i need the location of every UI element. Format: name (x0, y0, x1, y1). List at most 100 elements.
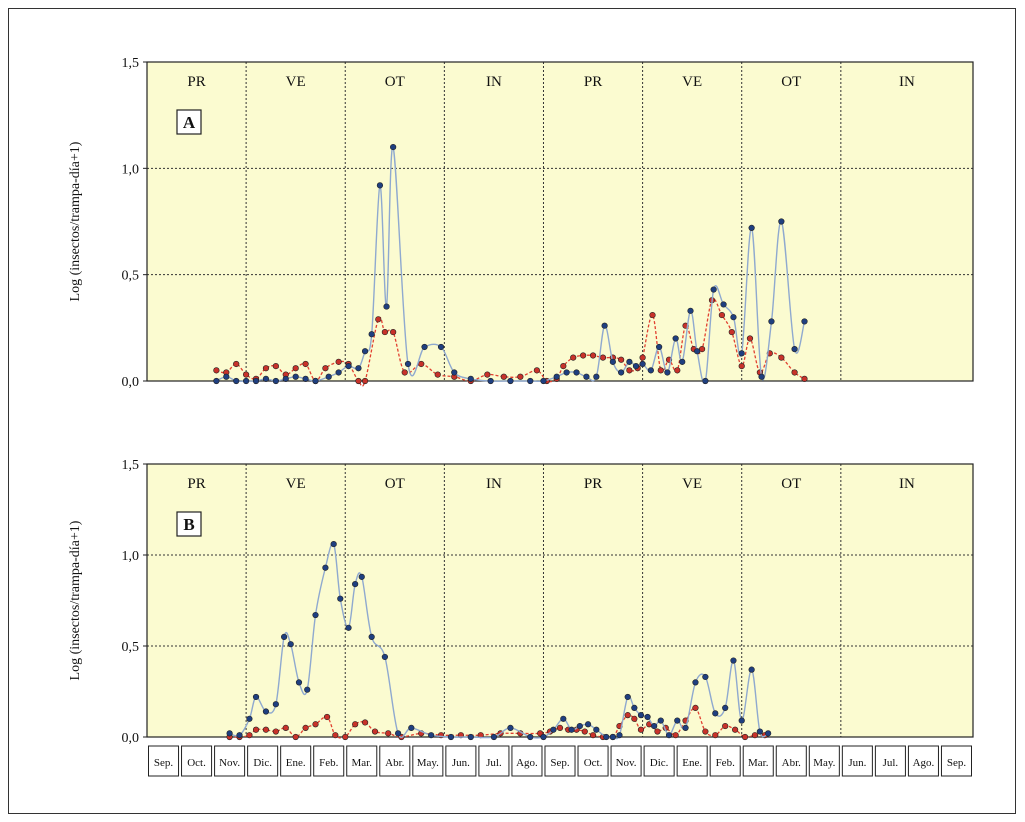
season-label: IN (899, 476, 915, 492)
series-blue-point (487, 377, 494, 385)
series-blue-point (352, 581, 359, 588)
season-label: IN (486, 74, 502, 90)
month-label: Nov. (616, 757, 637, 769)
series-blue-point (246, 715, 253, 722)
month-label: Mar. (748, 757, 769, 769)
series-blue-point (527, 377, 534, 385)
series-red-point (272, 363, 279, 370)
series-blue-point (672, 335, 679, 342)
series-blue-point (665, 732, 673, 739)
month-label: Feb. (716, 757, 736, 769)
month-label: Ene. (286, 757, 306, 769)
y-tick-label: 0,5 (122, 640, 140, 655)
series-blue-point (664, 369, 671, 376)
season-label: VE (682, 476, 702, 492)
series-blue-point (507, 724, 514, 732)
series-blue-point (553, 373, 560, 380)
series-blue-point (674, 717, 681, 724)
series-blue-point (312, 377, 319, 385)
series-blue-point (692, 679, 699, 686)
series-red-point (639, 354, 646, 361)
season-label: VE (682, 74, 702, 90)
series-blue-point (722, 704, 729, 711)
series-blue-point (631, 704, 638, 711)
month-cell (412, 745, 444, 777)
series-blue-point (281, 633, 288, 641)
series-blue-point (778, 218, 785, 225)
series-blue-point (368, 633, 375, 641)
series-blue-point (801, 318, 808, 325)
series-blue-point (383, 303, 390, 310)
series-red-point (637, 726, 645, 733)
month-label: Abr. (782, 757, 802, 769)
plot-area (147, 62, 973, 381)
series-red-point (570, 354, 577, 361)
series-red-point (722, 722, 729, 730)
series-blue-point (632, 363, 640, 370)
series-red-point (385, 730, 392, 737)
series-blue-point (421, 343, 428, 351)
series-blue-point (738, 350, 745, 357)
series-blue-point (335, 369, 342, 376)
series-red-point (418, 360, 425, 368)
series-red-point (791, 369, 798, 376)
series-blue-point (540, 733, 547, 741)
season-label: VE (286, 74, 306, 90)
series-blue-point (233, 377, 240, 385)
month-cell (214, 745, 246, 777)
month-label: Jun. (848, 757, 866, 769)
series-blue-point (720, 301, 727, 308)
season-label: VE (286, 476, 306, 492)
series-red-point (692, 704, 699, 711)
month-cell (874, 745, 906, 777)
series-red-point (589, 352, 597, 359)
series-red-point (390, 328, 397, 336)
season-label: PR (187, 476, 205, 492)
panel-label-box (176, 109, 202, 135)
series-red-point (718, 311, 725, 319)
series-blue-point (355, 365, 362, 372)
month-cell (577, 745, 609, 777)
series-red-point (322, 365, 329, 372)
month-label: Feb. (319, 757, 339, 769)
series-red-point (484, 371, 491, 378)
season-label: OT (385, 476, 405, 492)
series-red-point (778, 354, 785, 361)
series-red-point (375, 316, 382, 323)
series-red-point (801, 375, 808, 382)
y-tick-label: 0,0 (122, 375, 140, 390)
series-blue-point (292, 373, 299, 380)
series-red-point (233, 360, 240, 368)
series-red-point (624, 712, 631, 719)
series-blue-point (609, 358, 616, 365)
series-red-point (500, 373, 507, 380)
month-label: Oct. (584, 757, 603, 769)
month-cell (907, 745, 939, 777)
month-cell (445, 745, 477, 777)
month-label: Nov. (219, 757, 240, 769)
series-blue-point (682, 724, 689, 732)
series-blue-point (345, 624, 352, 631)
month-cell (775, 745, 807, 777)
month-cell (676, 745, 708, 777)
series-blue-point (583, 373, 590, 380)
series-red-point (332, 732, 339, 739)
panel-label: A (183, 113, 196, 132)
series-red-point (672, 732, 679, 739)
series-blue-point (467, 733, 474, 741)
month-label: Sep. (550, 757, 570, 769)
series-blue-point (390, 143, 397, 151)
series-blue-point (236, 732, 243, 739)
month-label: Dic. (253, 757, 272, 769)
season-label: OT (781, 476, 801, 492)
series-red-point (657, 367, 664, 374)
series-blue-point (262, 708, 270, 715)
series-red-point (631, 715, 638, 722)
series-blue-point (282, 375, 289, 382)
month-cell (709, 745, 741, 777)
series-red-point (355, 377, 362, 385)
series-red-point (580, 352, 587, 359)
y-axis-label: Log (insectos/trampa-día+1) (68, 520, 83, 680)
series-blue-point (791, 346, 798, 353)
series-blue-point (467, 375, 474, 382)
